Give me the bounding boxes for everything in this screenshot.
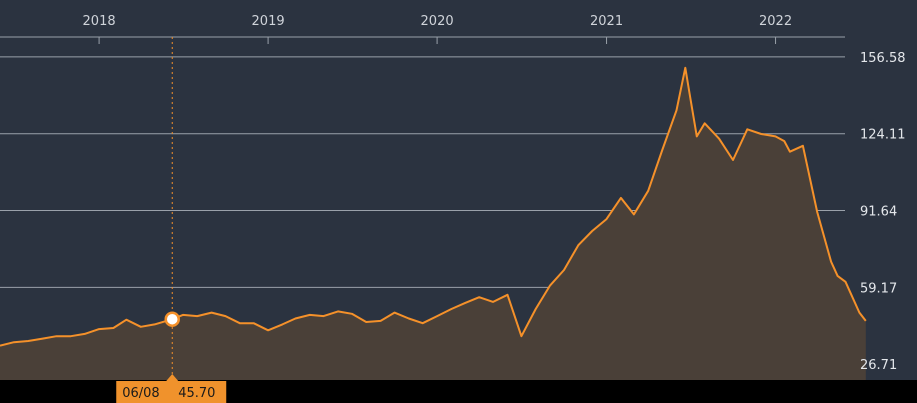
tooltip-date: 06/08 bbox=[122, 386, 159, 401]
y-tick-label: 59.17 bbox=[860, 281, 897, 296]
x-tick-label: 2021 bbox=[590, 14, 623, 29]
y-tick-label: 156.58 bbox=[860, 51, 906, 66]
tooltip-value: 45.70 bbox=[178, 386, 215, 401]
bottom-band bbox=[0, 380, 917, 403]
price-line bbox=[0, 66, 867, 347]
y-tick-label: 91.64 bbox=[860, 205, 897, 220]
x-tick-label: 2019 bbox=[252, 14, 285, 29]
crosshair-tooltip: 06/08 45.70 bbox=[116, 374, 227, 403]
tooltip-arrow bbox=[166, 374, 179, 381]
y-axis-ticks: 26.71 59.17 91.64 124.11 156.58 bbox=[860, 51, 906, 373]
tooltip-background bbox=[116, 381, 227, 403]
x-tick-label: 2018 bbox=[83, 14, 116, 29]
x-tick-label: 2020 bbox=[421, 14, 454, 29]
price-area bbox=[0, 67, 866, 381]
y-tick-label: 124.11 bbox=[860, 128, 906, 143]
x-axis-ticks: 2018 2019 2020 2021 2022 bbox=[83, 14, 792, 44]
x-tick-label: 2022 bbox=[759, 14, 792, 29]
y-tick-label: 26.71 bbox=[860, 358, 897, 373]
crosshair-marker[interactable] bbox=[164, 311, 180, 327]
